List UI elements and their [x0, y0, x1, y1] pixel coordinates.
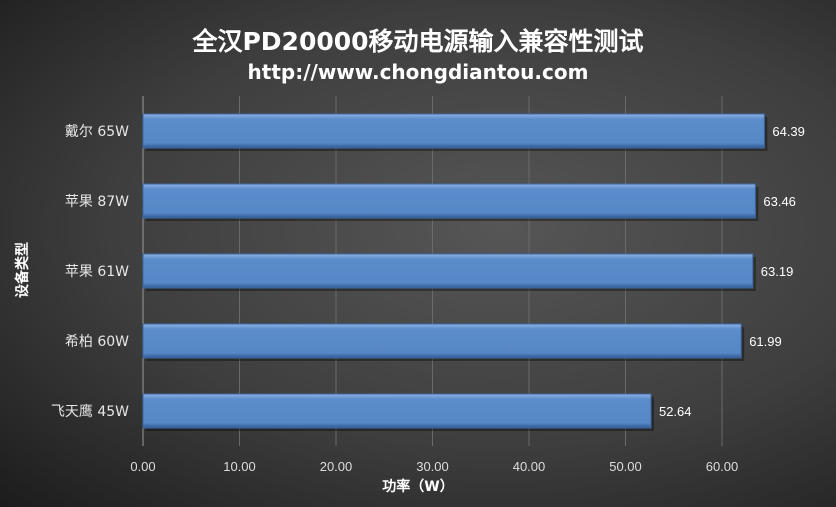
data-label: 61.99 — [749, 334, 782, 349]
chart-title: 全汉PD20000移动电源输入兼容性测试 — [192, 27, 644, 56]
bar — [142, 113, 765, 149]
x-tick-label: 30.00 — [416, 459, 449, 474]
x-tick-label: 20.00 — [320, 459, 353, 474]
data-label: 64.39 — [772, 124, 805, 139]
category-label: 戴尔 65W — [65, 124, 129, 140]
bar — [142, 323, 742, 359]
x-tick-label: 10.00 — [223, 459, 256, 474]
data-label: 63.46 — [763, 194, 796, 209]
category-label: 希柏 60W — [65, 334, 129, 350]
chart-subtitle: http://www.chongdiantou.com — [247, 60, 589, 84]
data-label: 52.64 — [659, 404, 692, 419]
category-label: 苹果 87W — [65, 194, 129, 210]
x-tick-label: 40.00 — [513, 459, 546, 474]
x-tick-label: 60.00 — [706, 459, 739, 474]
bar — [142, 253, 754, 289]
x-axis-label: 功率（W） — [382, 479, 454, 495]
category-label: 苹果 61W — [65, 264, 129, 280]
category-label: 飞天鹰 45W — [51, 404, 129, 420]
bar — [142, 183, 756, 219]
data-label: 63.19 — [761, 264, 794, 279]
bar — [142, 393, 652, 429]
x-tick-label: 50.00 — [609, 459, 642, 474]
x-tick-label: 0.00 — [130, 459, 155, 474]
